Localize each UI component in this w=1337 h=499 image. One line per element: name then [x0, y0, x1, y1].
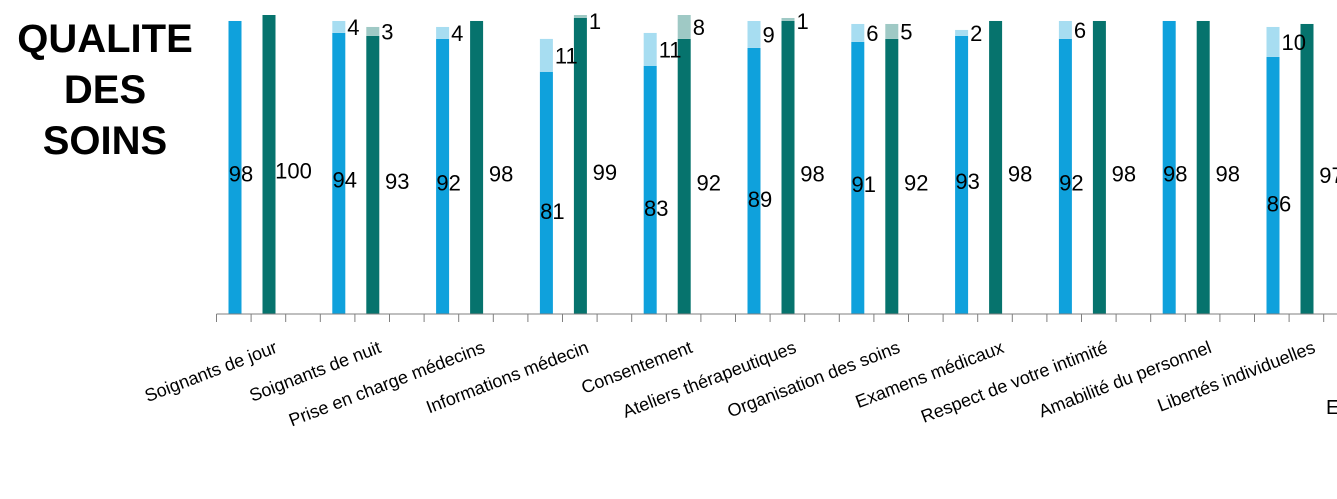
- bar-g2-main-10: [1300, 23, 1314, 314]
- value-label-g1-main-9: 98: [1163, 161, 1187, 186]
- value-label-g2-main-0: 100: [275, 159, 312, 184]
- bar-g1-top-4: [643, 32, 657, 66]
- value-label-g1-top-10: 10: [1282, 30, 1306, 55]
- value-label-g1-main-0: 98: [229, 161, 253, 186]
- title-line-3: SOINS: [42, 119, 168, 163]
- page-title: QUALITE DES SOINS: [0, 14, 210, 167]
- bar-g2-main-1: [366, 35, 380, 315]
- value-label-g1-main-6: 91: [852, 172, 876, 197]
- value-label-g1-top-2: 4: [451, 21, 463, 46]
- bar-g1-main-9: [1162, 20, 1176, 314]
- bar-g1-top-8: [1058, 20, 1072, 39]
- value-label-g2-main-5: 98: [800, 161, 824, 186]
- bar-g2-top-4: [677, 15, 691, 39]
- value-label-g1-top-6: 6: [866, 21, 878, 46]
- category-label-8: Respect de votre intimité: [918, 337, 1110, 427]
- bar-g2-main-2: [470, 20, 484, 314]
- bar-g2-top-3: [573, 15, 587, 18]
- bar-g2-main-0: [262, 15, 276, 314]
- value-label-g1-top-7: 2: [970, 21, 982, 46]
- bar-g1-main-6: [851, 41, 865, 314]
- value-label-g2-main-9: 98: [1215, 161, 1239, 186]
- value-label-g2-main-2: 98: [489, 161, 513, 186]
- value-label-g1-main-4: 83: [644, 196, 668, 221]
- bar-g2-main-8: [1092, 20, 1106, 314]
- value-label-g1-main-7: 93: [955, 169, 979, 194]
- bar-g2-top-5: [781, 17, 795, 21]
- bar-g1-top-10: [1266, 26, 1280, 57]
- category-label-9: Amabilité du personnel: [1036, 337, 1214, 421]
- title-line-1: QUALITE: [17, 17, 193, 61]
- value-label-g1-main-2: 92: [436, 170, 460, 195]
- bar-g1-main-10: [1266, 56, 1280, 315]
- value-label-g1-top-3: 11: [555, 43, 578, 68]
- value-label-g1-main-1: 94: [333, 167, 357, 192]
- value-label-g2-top-1: 3: [381, 19, 393, 44]
- value-label-g1-main-10: 86: [1267, 191, 1291, 216]
- value-label-g2-main-10: 97: [1319, 163, 1337, 188]
- value-label-g2-top-5: 1: [797, 9, 809, 34]
- bar-g2-main-5: [781, 20, 795, 314]
- bar-g1-main-3: [539, 71, 553, 314]
- title-line-2: DES: [63, 68, 147, 112]
- category-label-6: Organisation des soins: [725, 337, 903, 421]
- bar-g1-main-0: [228, 20, 242, 314]
- bar-g1-top-3: [539, 38, 553, 72]
- bar-g1-main-2: [436, 38, 450, 315]
- bar-g1-top-1: [332, 20, 346, 33]
- bar-g1-main-5: [747, 47, 761, 314]
- bar-g1-top-6: [851, 23, 865, 42]
- bar-g1-main-4: [643, 65, 657, 314]
- bar-g2-main-7: [989, 20, 1003, 314]
- value-label-g2-main-4: 92: [696, 170, 720, 195]
- category-label-5: Ateliers thérapeutiques: [620, 337, 799, 422]
- value-label-g1-top-5: 9: [763, 22, 775, 47]
- value-label-g1-main-5: 89: [748, 187, 772, 212]
- bar-g1-main-8: [1058, 38, 1072, 315]
- bar-g1-main-7: [955, 35, 969, 315]
- value-label-g1-main-3: 81: [540, 199, 564, 224]
- bar-g1-top-7: [955, 29, 969, 36]
- value-label-g2-top-6: 5: [900, 19, 912, 44]
- bar-g2-main-9: [1196, 20, 1210, 314]
- value-label-g2-main-1: 93: [385, 169, 409, 194]
- value-label-g1-top-4: 11: [659, 37, 682, 62]
- value-label-g1-top-8: 6: [1074, 18, 1086, 43]
- value-label-g2-main-6: 92: [904, 170, 928, 195]
- value-label-g2-top-4: 8: [693, 15, 705, 40]
- value-label-g2-main-7: 98: [1008, 161, 1032, 186]
- bar-g1-top-5: [747, 20, 761, 48]
- bar-g2-main-4: [677, 38, 691, 315]
- value-label-g2-main-3: 99: [593, 160, 617, 185]
- bar-g2-top-1: [366, 26, 380, 36]
- edge-text: E: [1326, 397, 1337, 419]
- bar-g2-main-3: [573, 17, 587, 315]
- bar-g1-main-1: [332, 32, 346, 314]
- bar-g1-top-2: [436, 26, 450, 39]
- value-label-g2-main-8: 98: [1112, 161, 1136, 186]
- bar-g2-main-6: [885, 38, 899, 315]
- value-label-g1-top-1: 4: [347, 15, 359, 40]
- bar-g2-top-6: [885, 23, 899, 39]
- value-label-g2-top-3: 1: [589, 9, 601, 34]
- value-label-g1-main-8: 92: [1059, 170, 1083, 195]
- category-label-2: Prise en charge médecins: [286, 337, 487, 430]
